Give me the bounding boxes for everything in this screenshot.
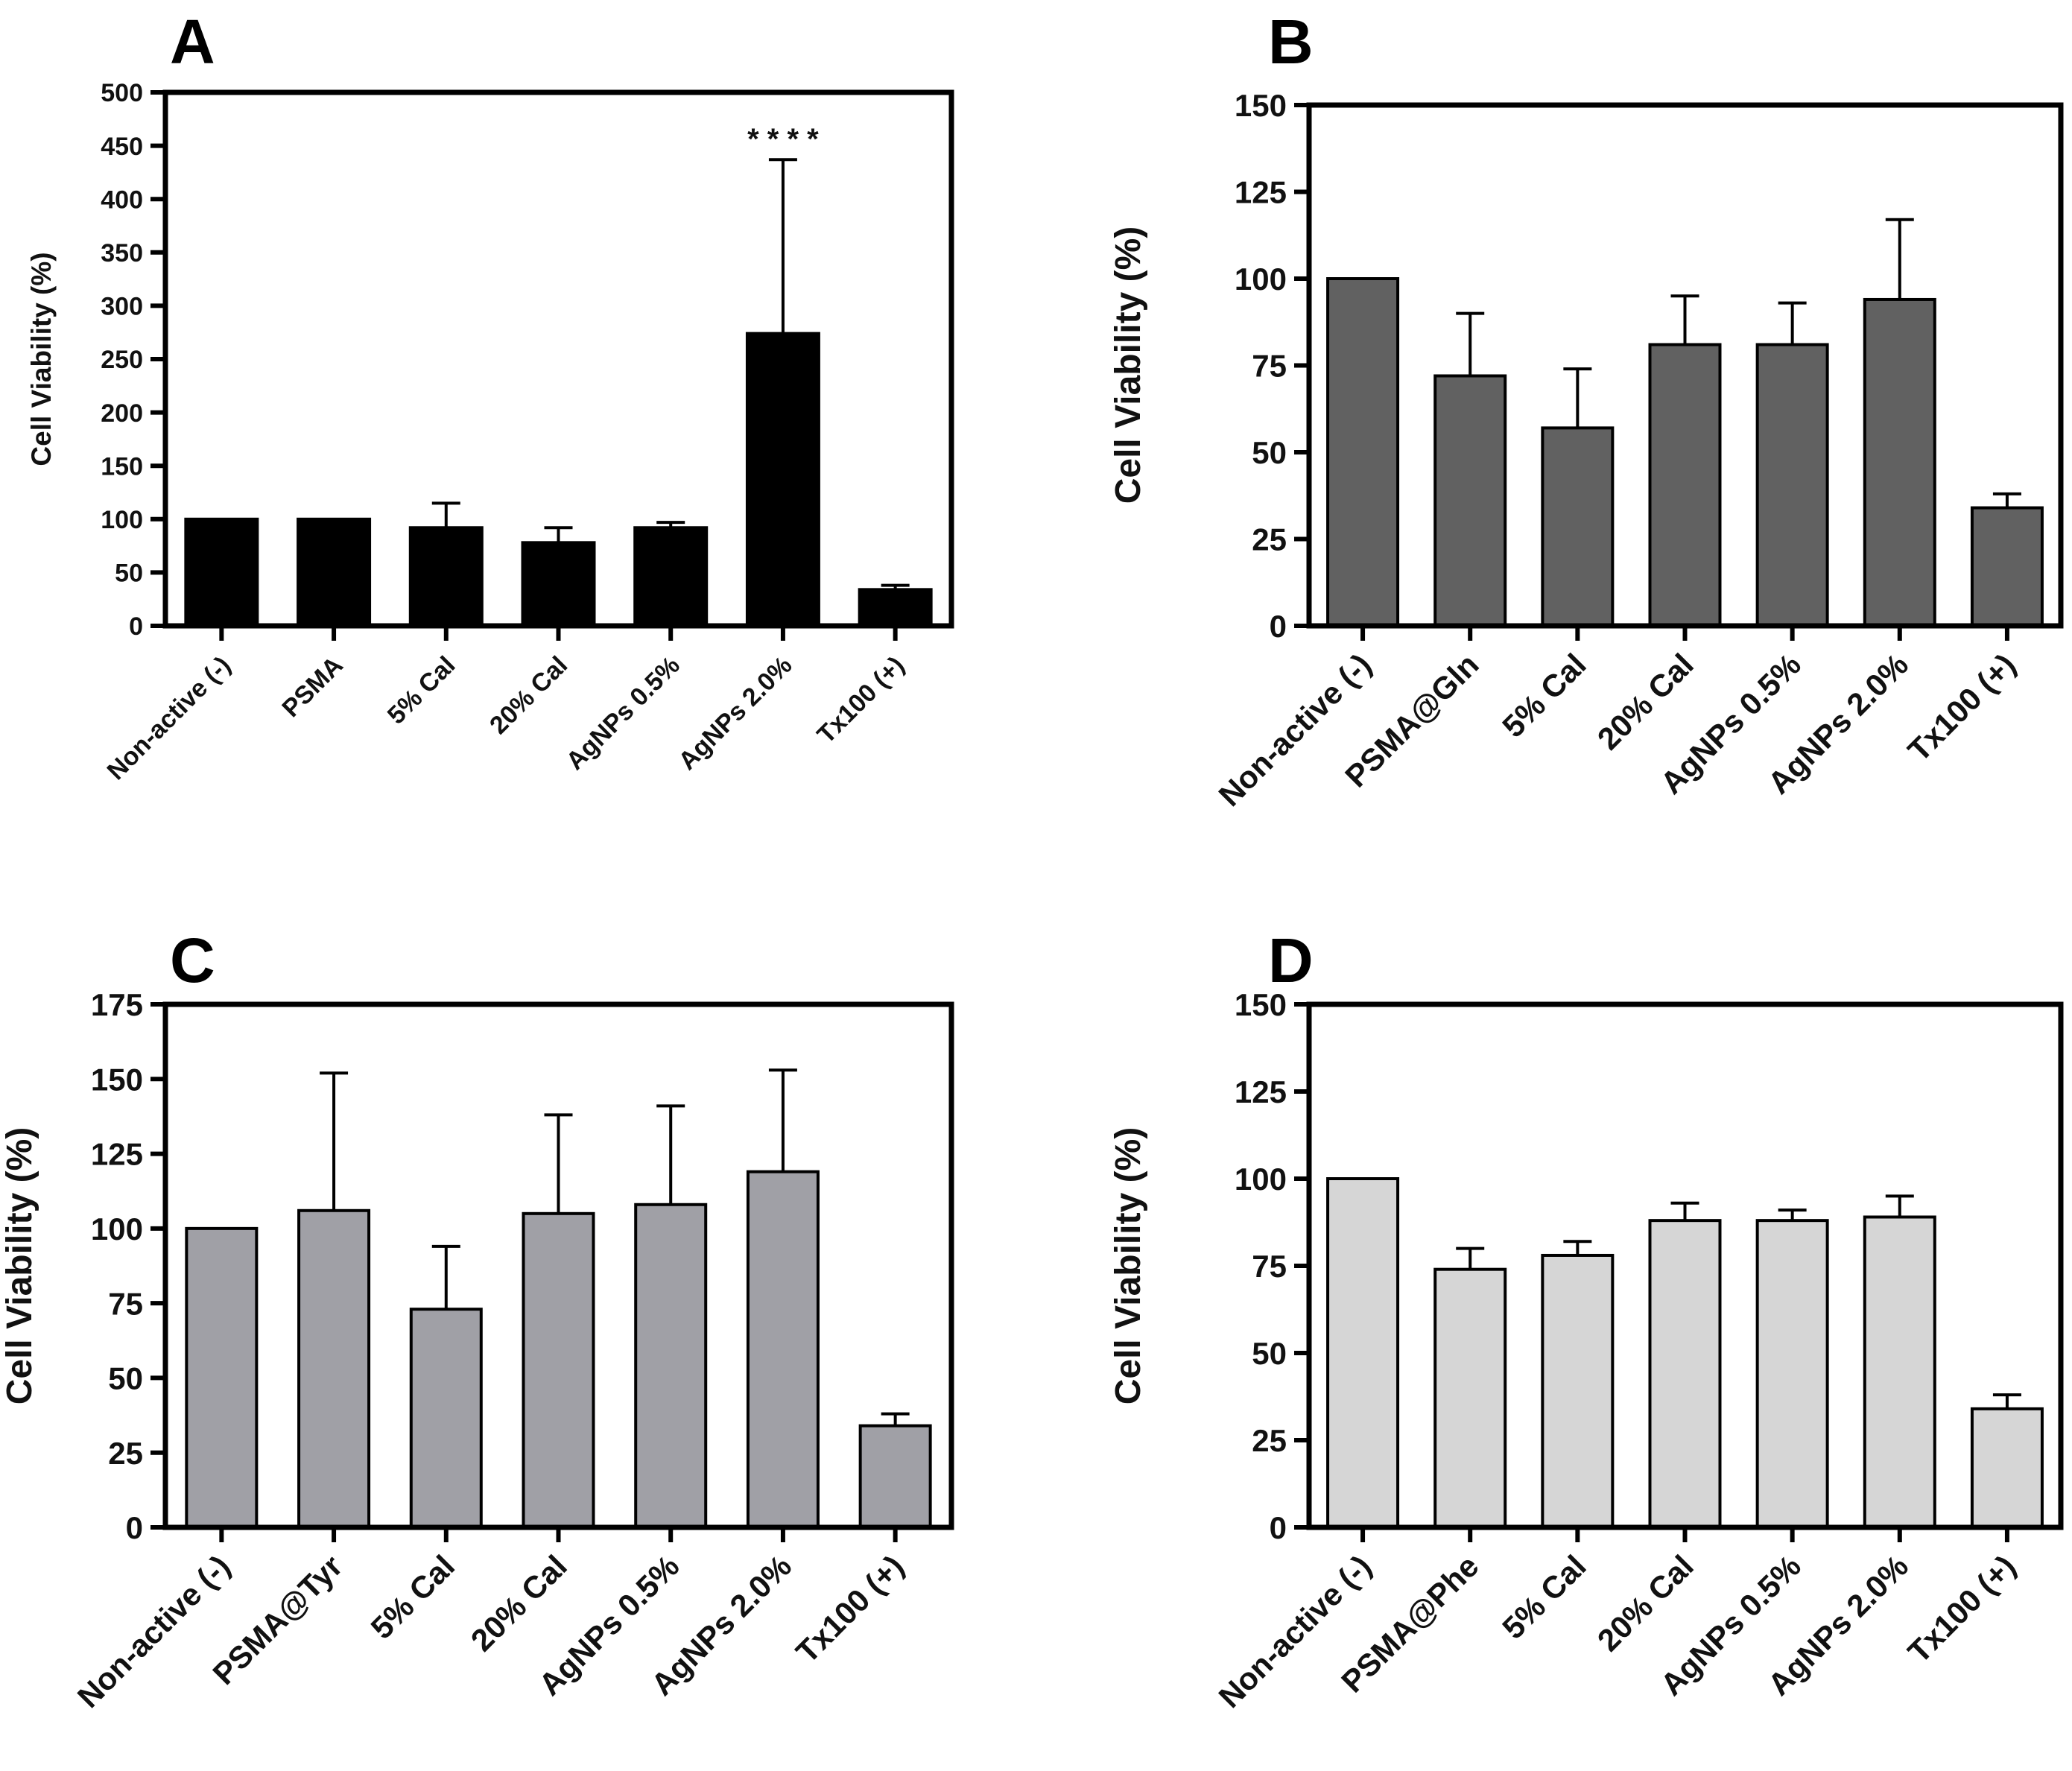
panel-a-xtick-label: PSMA: [276, 651, 348, 723]
panel-b-ytick-label: 50: [1252, 435, 1287, 470]
panel-c-xtick-label: Non-active (-): [71, 1548, 237, 1714]
panel-c-ytick-label: 25: [108, 1436, 143, 1471]
panel-b-letter: B: [1268, 7, 1314, 77]
panel-a-letter: A: [170, 7, 215, 77]
panel-b-bar: [1755, 343, 1829, 627]
panel-d-bar: [1326, 1177, 1400, 1529]
panel-a-ytick-label: 150: [101, 452, 143, 481]
panel-b-ylabel: Cell Viability (%): [1109, 226, 1148, 504]
panel-b-xtick-label: Non-active (-): [1211, 647, 1378, 813]
panel-b-ytick-label: 75: [1252, 349, 1287, 384]
panel-c-bar: [297, 1208, 371, 1529]
panel-c: C Cell Viability (%) 0 25 50 75 100 125 150 175 No…: [0, 925, 954, 1714]
panel-b-bar: [1326, 277, 1400, 627]
panel-c-ytick-label: 50: [108, 1361, 143, 1396]
panel-a-significance: * * * *: [747, 123, 819, 156]
panel-b-bar: [1648, 343, 1722, 627]
panel-a-ytick-label: 450: [101, 133, 143, 161]
panel-a-xtick-label: Tx100 (+): [812, 651, 910, 750]
panel-a-ytick-label: 250: [101, 346, 143, 374]
panel-c-bar: [858, 1424, 932, 1530]
panel-d-ytick-label: 125: [1235, 1074, 1287, 1109]
panel-d-ytick-label: 100: [1235, 1162, 1287, 1197]
panel-b-plot-frame: [1306, 102, 2064, 629]
panel-a-xtick-label: 5% Cal: [382, 651, 461, 730]
panel-c-letter: C: [170, 925, 215, 995]
panel-d-ytick-label: 75: [1252, 1249, 1287, 1284]
panel-c-bar: [185, 1226, 259, 1530]
panel-c-ytick-label: 125: [91, 1137, 143, 1172]
panel-a-xtick-label: AgNPs 2.0%: [673, 651, 797, 776]
panel-d-plot-frame: [1306, 1001, 2064, 1530]
panel-a-bar: [297, 517, 372, 627]
panel-b-ytick-label: 150: [1235, 88, 1287, 123]
panel-a-bar: [858, 588, 933, 628]
panel-b: B Cell Viability (%) 0 25 50 75 100 125 150 Non-a…: [1109, 7, 2064, 813]
panel-a-ytick-label: 350: [101, 239, 143, 267]
panel-a-xtick-label: 20% Cal: [484, 651, 573, 740]
panel-b-bar: [1433, 374, 1507, 627]
panel-a-ylabel: Cell Viability (%): [26, 252, 57, 466]
panel-c-bar: [522, 1211, 595, 1530]
panel-b-xtick-label: Tx100 (+): [1901, 647, 2022, 768]
panel-a: A Cell Viability (%) 0 50 100 150 200 250 300 350…: [26, 7, 954, 785]
panel-a-xtick-label: Non-active (-): [102, 651, 236, 785]
panel-a-plot-frame: [162, 89, 954, 629]
panel-c-ytick-label: 75: [108, 1286, 143, 1321]
panel-b-ytick-label: 0: [1270, 609, 1287, 644]
panel-c-ytick-label: 0: [126, 1510, 143, 1545]
panel-d-ytick-label: 150: [1235, 987, 1287, 1022]
panel-c-ytick-label: 100: [91, 1211, 143, 1246]
panel-b-xtick-label: 20% Cal: [1591, 647, 1700, 756]
panel-c-xtick-label: 5% Cal: [364, 1548, 462, 1646]
panel-c-bar: [409, 1308, 483, 1530]
panel-d-xtick-label: 5% Cal: [1495, 1548, 1593, 1646]
panel-c-bar: [634, 1203, 708, 1530]
panel-b-xtick-label: 5% Cal: [1495, 647, 1593, 744]
panel-d-xtick-label: Tx100 (+): [1901, 1548, 2022, 1670]
panel-b-ytick-label: 100: [1235, 262, 1287, 297]
panel-d-bar: [1755, 1219, 1829, 1530]
panel-c-ytick-label: 150: [91, 1062, 143, 1097]
panel-b-bar: [1863, 297, 1936, 627]
panel-c-plot-frame: [162, 1001, 954, 1530]
panel-a-bar: [408, 526, 484, 627]
panel-d-ytick-label: 0: [1270, 1510, 1287, 1545]
panel-c-xtick-label: 20% Cal: [464, 1548, 574, 1658]
panel-a-ytick-label: 200: [101, 399, 143, 428]
panel-a-ytick-label: 500: [101, 79, 143, 107]
panel-a-ytick-label: 50: [115, 560, 143, 588]
panel-c-bar: [746, 1170, 820, 1529]
panel-d-letter: D: [1268, 925, 1314, 995]
panel-a-ytick-label: 300: [101, 293, 143, 321]
panel-a-bar: [521, 541, 596, 628]
panel-d-bar: [1863, 1215, 1936, 1529]
panel-b-bar: [1541, 426, 1615, 627]
panel-a-bar: [633, 526, 709, 627]
panel-d-bar: [1648, 1219, 1722, 1530]
panel-d-bar: [1970, 1407, 2044, 1529]
panel-a-xtick-label: AgNPs 0.5%: [561, 651, 685, 776]
panel-d-bar: [1433, 1267, 1507, 1530]
panel-b-bar: [1970, 506, 2044, 627]
panel-c-ytick-label: 175: [91, 987, 143, 1022]
panel-b-ytick-label: 25: [1252, 522, 1287, 557]
panel-c-ylabel: Cell Viability (%): [0, 1127, 39, 1405]
panel-d-xtick-label: 20% Cal: [1591, 1548, 1700, 1658]
panel-c-xtick-label: Tx100 (+): [789, 1548, 910, 1670]
panel-a-ytick-label: 0: [129, 612, 143, 641]
panel-a-ytick-label: 100: [101, 506, 143, 534]
panel-b-ytick-label: 125: [1235, 175, 1287, 210]
panel-a-bar: [184, 517, 259, 627]
panel-d-ylabel: Cell Viability (%): [1109, 1127, 1148, 1405]
panel-d-bar: [1541, 1253, 1615, 1529]
panel-d-ytick-label: 50: [1252, 1336, 1287, 1371]
panel-d-ytick-label: 25: [1252, 1423, 1287, 1458]
panel-a-ytick-label: 400: [101, 186, 143, 214]
panel-a-bar: [745, 332, 820, 627]
